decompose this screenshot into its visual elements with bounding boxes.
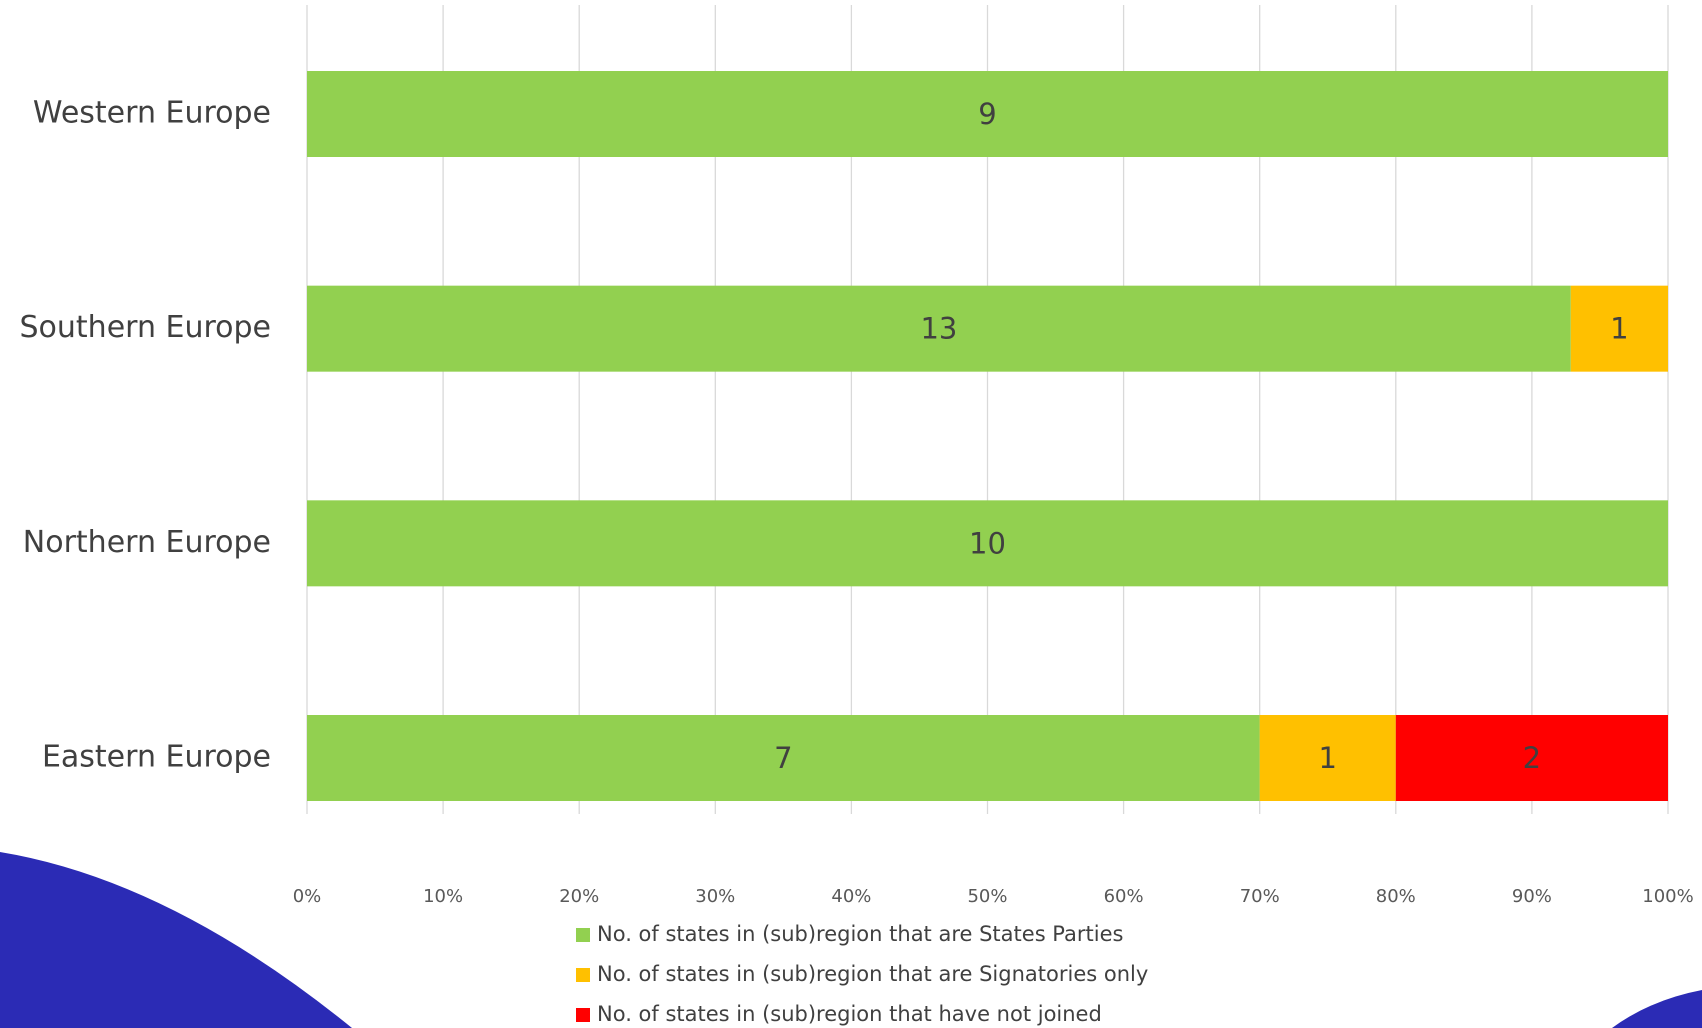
legend-label: No. of states in (sub)region that are Si… xyxy=(597,962,1148,986)
data-label: 9 xyxy=(978,97,996,131)
bar-segment xyxy=(1570,285,1668,372)
category-label: Southern Europe xyxy=(20,310,272,345)
x-tick-label: 70% xyxy=(1240,886,1280,907)
legend-swatch xyxy=(576,928,590,942)
decoration xyxy=(1612,990,1702,1028)
bar-segment xyxy=(1395,715,1668,801)
data-label: 1 xyxy=(1319,741,1337,775)
data-label: 7 xyxy=(774,741,792,775)
legend-label: No. of states in (sub)region that have n… xyxy=(597,1002,1102,1026)
legend-swatch xyxy=(576,1008,590,1022)
bar-segment xyxy=(307,715,1260,801)
bar-segment xyxy=(1259,715,1396,801)
data-label: 10 xyxy=(969,526,1006,560)
bar-segment xyxy=(307,285,1571,372)
category-label: Western Europe xyxy=(33,96,271,131)
x-tick-label: 10% xyxy=(423,886,463,907)
x-tick-label: 20% xyxy=(559,886,599,907)
bar-segment xyxy=(307,500,1668,587)
bar-segment xyxy=(307,71,1668,157)
category-label: Eastern Europe xyxy=(42,740,271,775)
data-label: 13 xyxy=(920,312,957,346)
data-label: 2 xyxy=(1523,741,1541,775)
x-tick-label: 90% xyxy=(1512,886,1552,907)
decoration xyxy=(0,852,352,1028)
legend-swatch xyxy=(576,968,590,982)
data-label: 1 xyxy=(1610,312,1628,346)
legend-label: No. of states in (sub)region that are St… xyxy=(597,922,1123,946)
x-tick-label: 100% xyxy=(1642,886,1693,907)
bars xyxy=(307,71,1668,801)
x-tick-label: 50% xyxy=(967,886,1007,907)
labels: 0% 10% 20% 30% 40% 50% 60% 70% 80% 90% 100% Western… xyxy=(20,96,1694,1027)
x-tick-label: 60% xyxy=(1104,886,1144,907)
x-tick-label: 80% xyxy=(1376,886,1416,907)
x-tick-label: 0% xyxy=(293,886,322,907)
x-tick-label: 40% xyxy=(831,886,871,907)
x-tick-label: 30% xyxy=(695,886,735,907)
category-label: Northern Europe xyxy=(23,525,271,560)
